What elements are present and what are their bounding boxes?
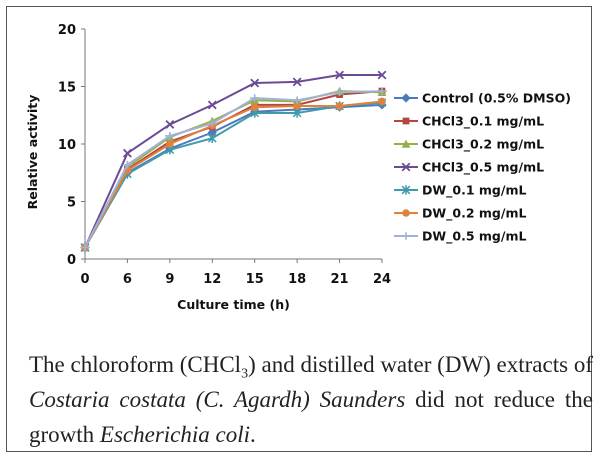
chart-axes: 0 5 10 15 20 0 6 9 12 15 18 21 24 bbox=[58, 23, 391, 287]
data-point bbox=[378, 97, 386, 106]
data-point bbox=[292, 96, 302, 105]
data-point bbox=[401, 162, 411, 172]
data-point bbox=[207, 133, 217, 144]
legend-entry: CHCl3_0.5 mg/mL bbox=[394, 160, 544, 176]
data-point bbox=[377, 70, 387, 80]
x-tick-label: 24 bbox=[373, 272, 391, 287]
x-tick-label: 0 bbox=[80, 272, 89, 287]
data-point bbox=[207, 100, 217, 110]
data-point bbox=[249, 94, 260, 102]
data-point bbox=[122, 148, 132, 158]
caption-end: . bbox=[250, 422, 256, 447]
data-point bbox=[165, 132, 175, 140]
legend-entry: DW_0.1 mg/mL bbox=[394, 183, 526, 199]
data-point bbox=[401, 232, 411, 240]
data-point bbox=[334, 88, 345, 97]
legend-label: DW_0.2 mg/mL bbox=[422, 206, 526, 222]
y-axis-title: Relative activity bbox=[25, 95, 40, 210]
figure-caption: The chloroform (CHCl3) and distilled wat… bbox=[29, 347, 593, 452]
legend-entry: Control (0.5% DMSO) bbox=[394, 91, 571, 106]
line-chart: 0 5 10 15 20 0 6 9 12 15 18 21 24 Control (0.5% DMSO… bbox=[25, 23, 571, 312]
series-dw-0-1-mg-ml bbox=[80, 97, 387, 253]
y-tick-label: 15 bbox=[58, 81, 76, 96]
caption-organism: Escherichia coli bbox=[99, 422, 251, 447]
data-point bbox=[250, 103, 259, 111]
legend-label: Control (0.5% DMSO) bbox=[422, 91, 571, 106]
data-point bbox=[292, 77, 302, 87]
series-dw-0-2-mg-ml bbox=[81, 97, 386, 252]
data-point bbox=[80, 243, 90, 252]
data-point bbox=[401, 93, 411, 103]
legend-entry: CHCl3_0.1 mg/mL bbox=[394, 114, 544, 130]
caption-part1: The chloroform (CHCl bbox=[29, 352, 242, 377]
legend-label: CHCl3_0.5 mg/mL bbox=[422, 160, 544, 176]
data-point bbox=[122, 160, 133, 169]
legend-label: CHCl3_0.1 mg/mL bbox=[422, 114, 544, 130]
x-tick-label: 9 bbox=[165, 272, 174, 287]
legend-label: CHCl3_0.2 mg/mL bbox=[422, 137, 544, 153]
data-point bbox=[335, 70, 345, 80]
x-axis-title: Culture time (h) bbox=[177, 297, 290, 312]
caption-subscript: 3 bbox=[241, 366, 249, 382]
legend-entry: CHCl3_0.2 mg/mL bbox=[394, 137, 544, 153]
data-point bbox=[401, 185, 411, 195]
x-tick-label: 15 bbox=[246, 272, 264, 287]
y-tick-label: 10 bbox=[58, 138, 76, 153]
series-line bbox=[84, 90, 383, 248]
series-dw-0-5-mg-ml bbox=[80, 87, 387, 252]
legend-entry: DW_0.5 mg/mL bbox=[394, 229, 526, 245]
legend-entry: DW_0.2 mg/mL bbox=[394, 206, 526, 222]
x-tick-label: 6 bbox=[123, 272, 132, 287]
data-point bbox=[207, 119, 218, 128]
legend-label: DW_0.1 mg/mL bbox=[422, 183, 526, 199]
figure-frame: 0 5 10 15 20 0 6 9 12 15 18 21 24 Control (0.5% DMSO… bbox=[6, 6, 593, 452]
x-tick-label: 21 bbox=[331, 272, 349, 287]
chart-legend: Control (0.5% DMSO) CHCl3_0.1 mg/mL CHCl3_… bbox=[394, 91, 571, 245]
caption-species: Costaria costata (C. Agardh) Saunders bbox=[29, 387, 406, 412]
data-point bbox=[166, 140, 174, 148]
data-point bbox=[377, 87, 387, 95]
y-tick-label: 20 bbox=[58, 23, 76, 38]
x-tick-label: 12 bbox=[203, 272, 221, 287]
series-line bbox=[84, 101, 383, 248]
series-layer bbox=[80, 70, 387, 253]
series-line bbox=[84, 100, 383, 248]
caption-part2: ) and distilled water (DW) extracts of bbox=[248, 352, 593, 377]
data-point bbox=[165, 120, 175, 129]
data-point bbox=[250, 78, 260, 88]
y-tick-label: 0 bbox=[67, 253, 76, 268]
data-point bbox=[402, 209, 410, 217]
data-point bbox=[402, 117, 410, 125]
data-point bbox=[401, 139, 411, 148]
series-line bbox=[84, 74, 382, 248]
data-point bbox=[293, 102, 301, 110]
legend-label: DW_0.5 mg/mL bbox=[422, 229, 526, 245]
caption-part3: did not reduce the growth bbox=[29, 387, 593, 447]
y-tick-label: 5 bbox=[67, 196, 76, 211]
data-point bbox=[335, 102, 344, 110]
x-tick-label: 18 bbox=[288, 272, 306, 287]
